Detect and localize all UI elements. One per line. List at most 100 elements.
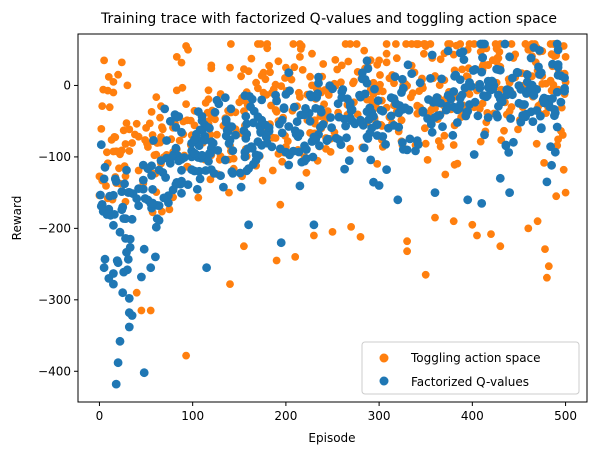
data-point bbox=[119, 214, 129, 223]
data-point bbox=[548, 94, 557, 103]
data-point bbox=[121, 234, 130, 243]
data-point bbox=[100, 254, 110, 264]
data-point bbox=[359, 143, 369, 153]
data-point bbox=[404, 105, 414, 115]
data-point bbox=[456, 40, 465, 48]
data-point bbox=[146, 306, 155, 315]
data-point bbox=[513, 68, 523, 78]
data-point bbox=[553, 70, 563, 80]
y-axis-label: Reward bbox=[10, 196, 24, 241]
data-point bbox=[313, 89, 322, 98]
data-point bbox=[242, 119, 252, 129]
data-point bbox=[403, 247, 411, 256]
data-point bbox=[182, 351, 191, 360]
data-point bbox=[455, 48, 465, 58]
data-point bbox=[470, 65, 480, 74]
data-point bbox=[200, 135, 210, 145]
data-point bbox=[495, 48, 504, 56]
data-point bbox=[184, 45, 192, 54]
data-point bbox=[220, 93, 230, 103]
data-point bbox=[115, 227, 125, 237]
data-point bbox=[171, 143, 181, 153]
data-point bbox=[257, 71, 266, 80]
data-point bbox=[172, 86, 181, 95]
data-point bbox=[131, 130, 139, 139]
data-point bbox=[195, 174, 205, 184]
data-point bbox=[205, 123, 214, 133]
data-point bbox=[427, 127, 437, 137]
data-point bbox=[427, 50, 437, 60]
data-point bbox=[226, 63, 234, 72]
data-point bbox=[424, 95, 433, 104]
data-point bbox=[122, 119, 131, 127]
data-point bbox=[187, 165, 197, 175]
data-point bbox=[480, 39, 489, 49]
data-point bbox=[244, 220, 254, 230]
data-point bbox=[561, 188, 570, 197]
data-point bbox=[373, 96, 383, 105]
data-point bbox=[341, 121, 350, 131]
data-point bbox=[476, 137, 485, 146]
data-point bbox=[453, 118, 462, 127]
data-point bbox=[408, 89, 417, 98]
data-point bbox=[111, 133, 120, 142]
data-point bbox=[473, 231, 481, 240]
data-point bbox=[257, 95, 267, 105]
data-point bbox=[210, 107, 220, 117]
x-axis-label: Episode bbox=[308, 431, 355, 445]
data-point bbox=[151, 222, 161, 232]
x-axis: 0 100 200 300 400 500 bbox=[96, 402, 577, 423]
data-point bbox=[449, 102, 459, 112]
data-point bbox=[279, 104, 289, 113]
data-point bbox=[289, 40, 298, 48]
data-point bbox=[382, 40, 391, 48]
data-point bbox=[381, 140, 390, 149]
data-point bbox=[357, 68, 367, 78]
data-point bbox=[201, 166, 211, 175]
data-point bbox=[311, 104, 321, 113]
data-point bbox=[533, 217, 542, 226]
data-point bbox=[302, 168, 311, 177]
data-point bbox=[262, 138, 272, 148]
data-point bbox=[284, 160, 294, 170]
data-point bbox=[96, 190, 105, 200]
data-point bbox=[357, 74, 367, 84]
data-point bbox=[194, 166, 204, 176]
y-tick-label: −300 bbox=[38, 293, 71, 307]
data-point bbox=[277, 128, 287, 138]
data-point bbox=[552, 87, 562, 97]
x-tick-label: 200 bbox=[274, 409, 297, 423]
data-point bbox=[393, 195, 403, 205]
data-point bbox=[356, 115, 365, 125]
data-point bbox=[473, 111, 483, 121]
y-tick-label: −400 bbox=[38, 364, 71, 378]
data-point bbox=[413, 140, 423, 149]
data-point bbox=[213, 130, 221, 139]
data-point bbox=[226, 280, 234, 288]
data-point bbox=[125, 125, 134, 134]
y-tick-label: −200 bbox=[38, 221, 71, 235]
data-point bbox=[137, 272, 146, 282]
data-point bbox=[214, 99, 224, 109]
data-point bbox=[553, 62, 563, 72]
data-point bbox=[347, 223, 355, 231]
data-point bbox=[420, 124, 429, 133]
data-point bbox=[152, 93, 161, 101]
data-point bbox=[405, 134, 415, 144]
data-point bbox=[197, 150, 207, 160]
data-point bbox=[463, 195, 473, 205]
data-point bbox=[497, 97, 507, 107]
x-tick-label: 400 bbox=[461, 409, 484, 423]
data-point bbox=[122, 247, 131, 257]
data-point bbox=[253, 112, 263, 122]
data-point bbox=[340, 164, 349, 174]
data-point bbox=[301, 104, 310, 113]
chart-title: Training trace with factorized Q-values … bbox=[100, 11, 557, 27]
data-point bbox=[115, 164, 123, 173]
data-point bbox=[440, 131, 449, 140]
data-point bbox=[478, 53, 487, 62]
data-point bbox=[402, 40, 410, 48]
data-point bbox=[165, 116, 175, 126]
data-point bbox=[138, 184, 148, 194]
data-point bbox=[284, 122, 294, 131]
